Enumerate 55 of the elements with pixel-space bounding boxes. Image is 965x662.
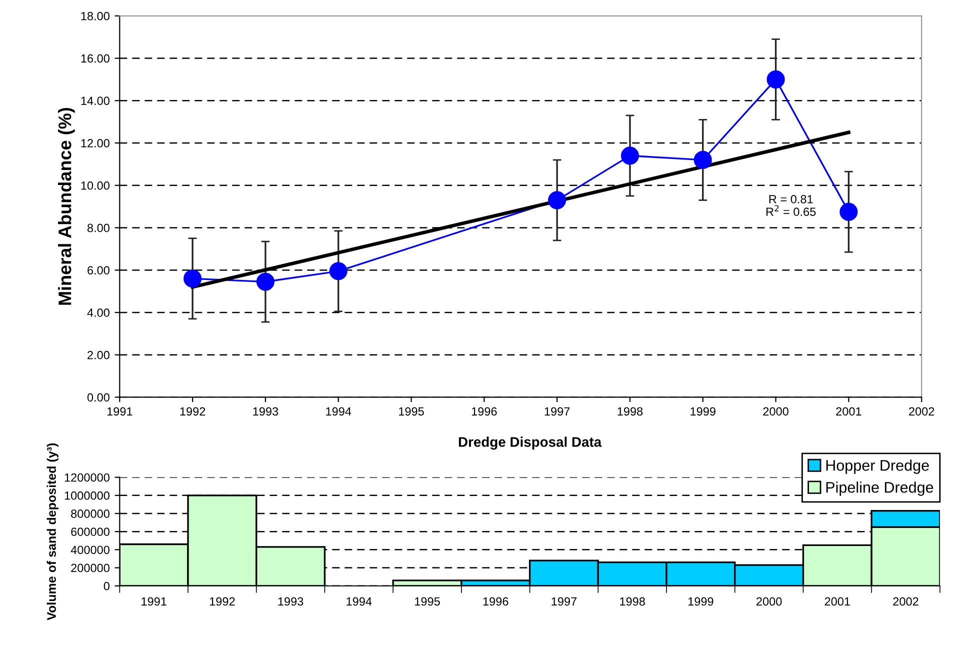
- x-tick-label: 1998: [618, 407, 643, 416]
- y-tick-label: 14.00: [81, 96, 110, 106]
- y-tick-label: 400000: [70, 546, 110, 554]
- x-tick-label: 1996: [472, 407, 497, 416]
- point: [184, 270, 202, 288]
- x-tick-label: 1993: [278, 597, 304, 606]
- point: [840, 202, 858, 221]
- x-tick-label: 1996: [483, 597, 508, 606]
- point: [329, 262, 348, 280]
- y-tick-label: 6.00: [88, 266, 110, 274]
- x-tick-label: 1995: [399, 407, 424, 416]
- x-tick-label: 1997: [552, 597, 576, 606]
- x-tick-label: 1998: [620, 597, 645, 606]
- x-tick-label: 1994: [326, 407, 352, 416]
- legend-label: Hopper Dredge: [826, 460, 929, 474]
- y-axis-title: Mineral Abundance (%): [58, 108, 75, 305]
- y-tick-label: 1000000: [64, 491, 110, 500]
- point: [766, 70, 785, 88]
- y-tick-label: 12.00: [81, 139, 110, 148]
- chart-title: Dredge Disposal Data: [458, 436, 602, 450]
- x-tick-label: 1994: [346, 597, 372, 606]
- x-tick-label: 2002: [893, 597, 918, 606]
- point: [256, 272, 274, 291]
- y-tick-label: 800000: [71, 510, 110, 518]
- x-tick-label: 2000: [756, 597, 782, 606]
- x-tick-label: 1995: [415, 597, 440, 606]
- y-tick-label: 0.00: [87, 393, 110, 402]
- y-tick-label: 10.00: [81, 181, 110, 190]
- x-tick-label: 1992: [210, 597, 235, 606]
- x-tick-label: 1997: [544, 407, 570, 416]
- x-tick-label: 1993: [253, 407, 278, 416]
- x-tick-label: 1992: [180, 407, 206, 416]
- x-tick-label: 2002: [909, 407, 934, 416]
- y-tick-label: 1200000: [64, 473, 110, 482]
- x-tick-label: 1991: [107, 407, 132, 416]
- legend-label: Pipeline Dredge: [826, 482, 934, 496]
- y-tick-label: 2.00: [88, 350, 110, 360]
- x-tick-label: 2001: [836, 407, 862, 416]
- y-tick-label: 0: [104, 582, 110, 590]
- annotation: R = 0.81 R$^{2}$ = 0.65: [766, 194, 816, 216]
- y-axis-title: Volume of sand deposited (y³): [46, 443, 58, 620]
- x-tick-label: 2000: [763, 407, 788, 416]
- y-tick-label: 18.00: [81, 12, 110, 20]
- y-tick-label: 4.00: [87, 308, 110, 317]
- y-tick-label: 200000: [71, 564, 110, 572]
- y-tick-label: 16.00: [81, 54, 110, 63]
- x-tick-label: 2001: [824, 597, 850, 606]
- y-tick-label: 600000: [71, 528, 110, 536]
- point: [620, 146, 639, 165]
- x-tick-label: 1991: [142, 597, 166, 606]
- x-tick-label: 1999: [690, 407, 716, 416]
- y-tick-label: 8.00: [87, 224, 110, 232]
- point: [694, 150, 712, 169]
- x-tick-label: 1999: [688, 597, 714, 606]
- point: [548, 191, 566, 210]
